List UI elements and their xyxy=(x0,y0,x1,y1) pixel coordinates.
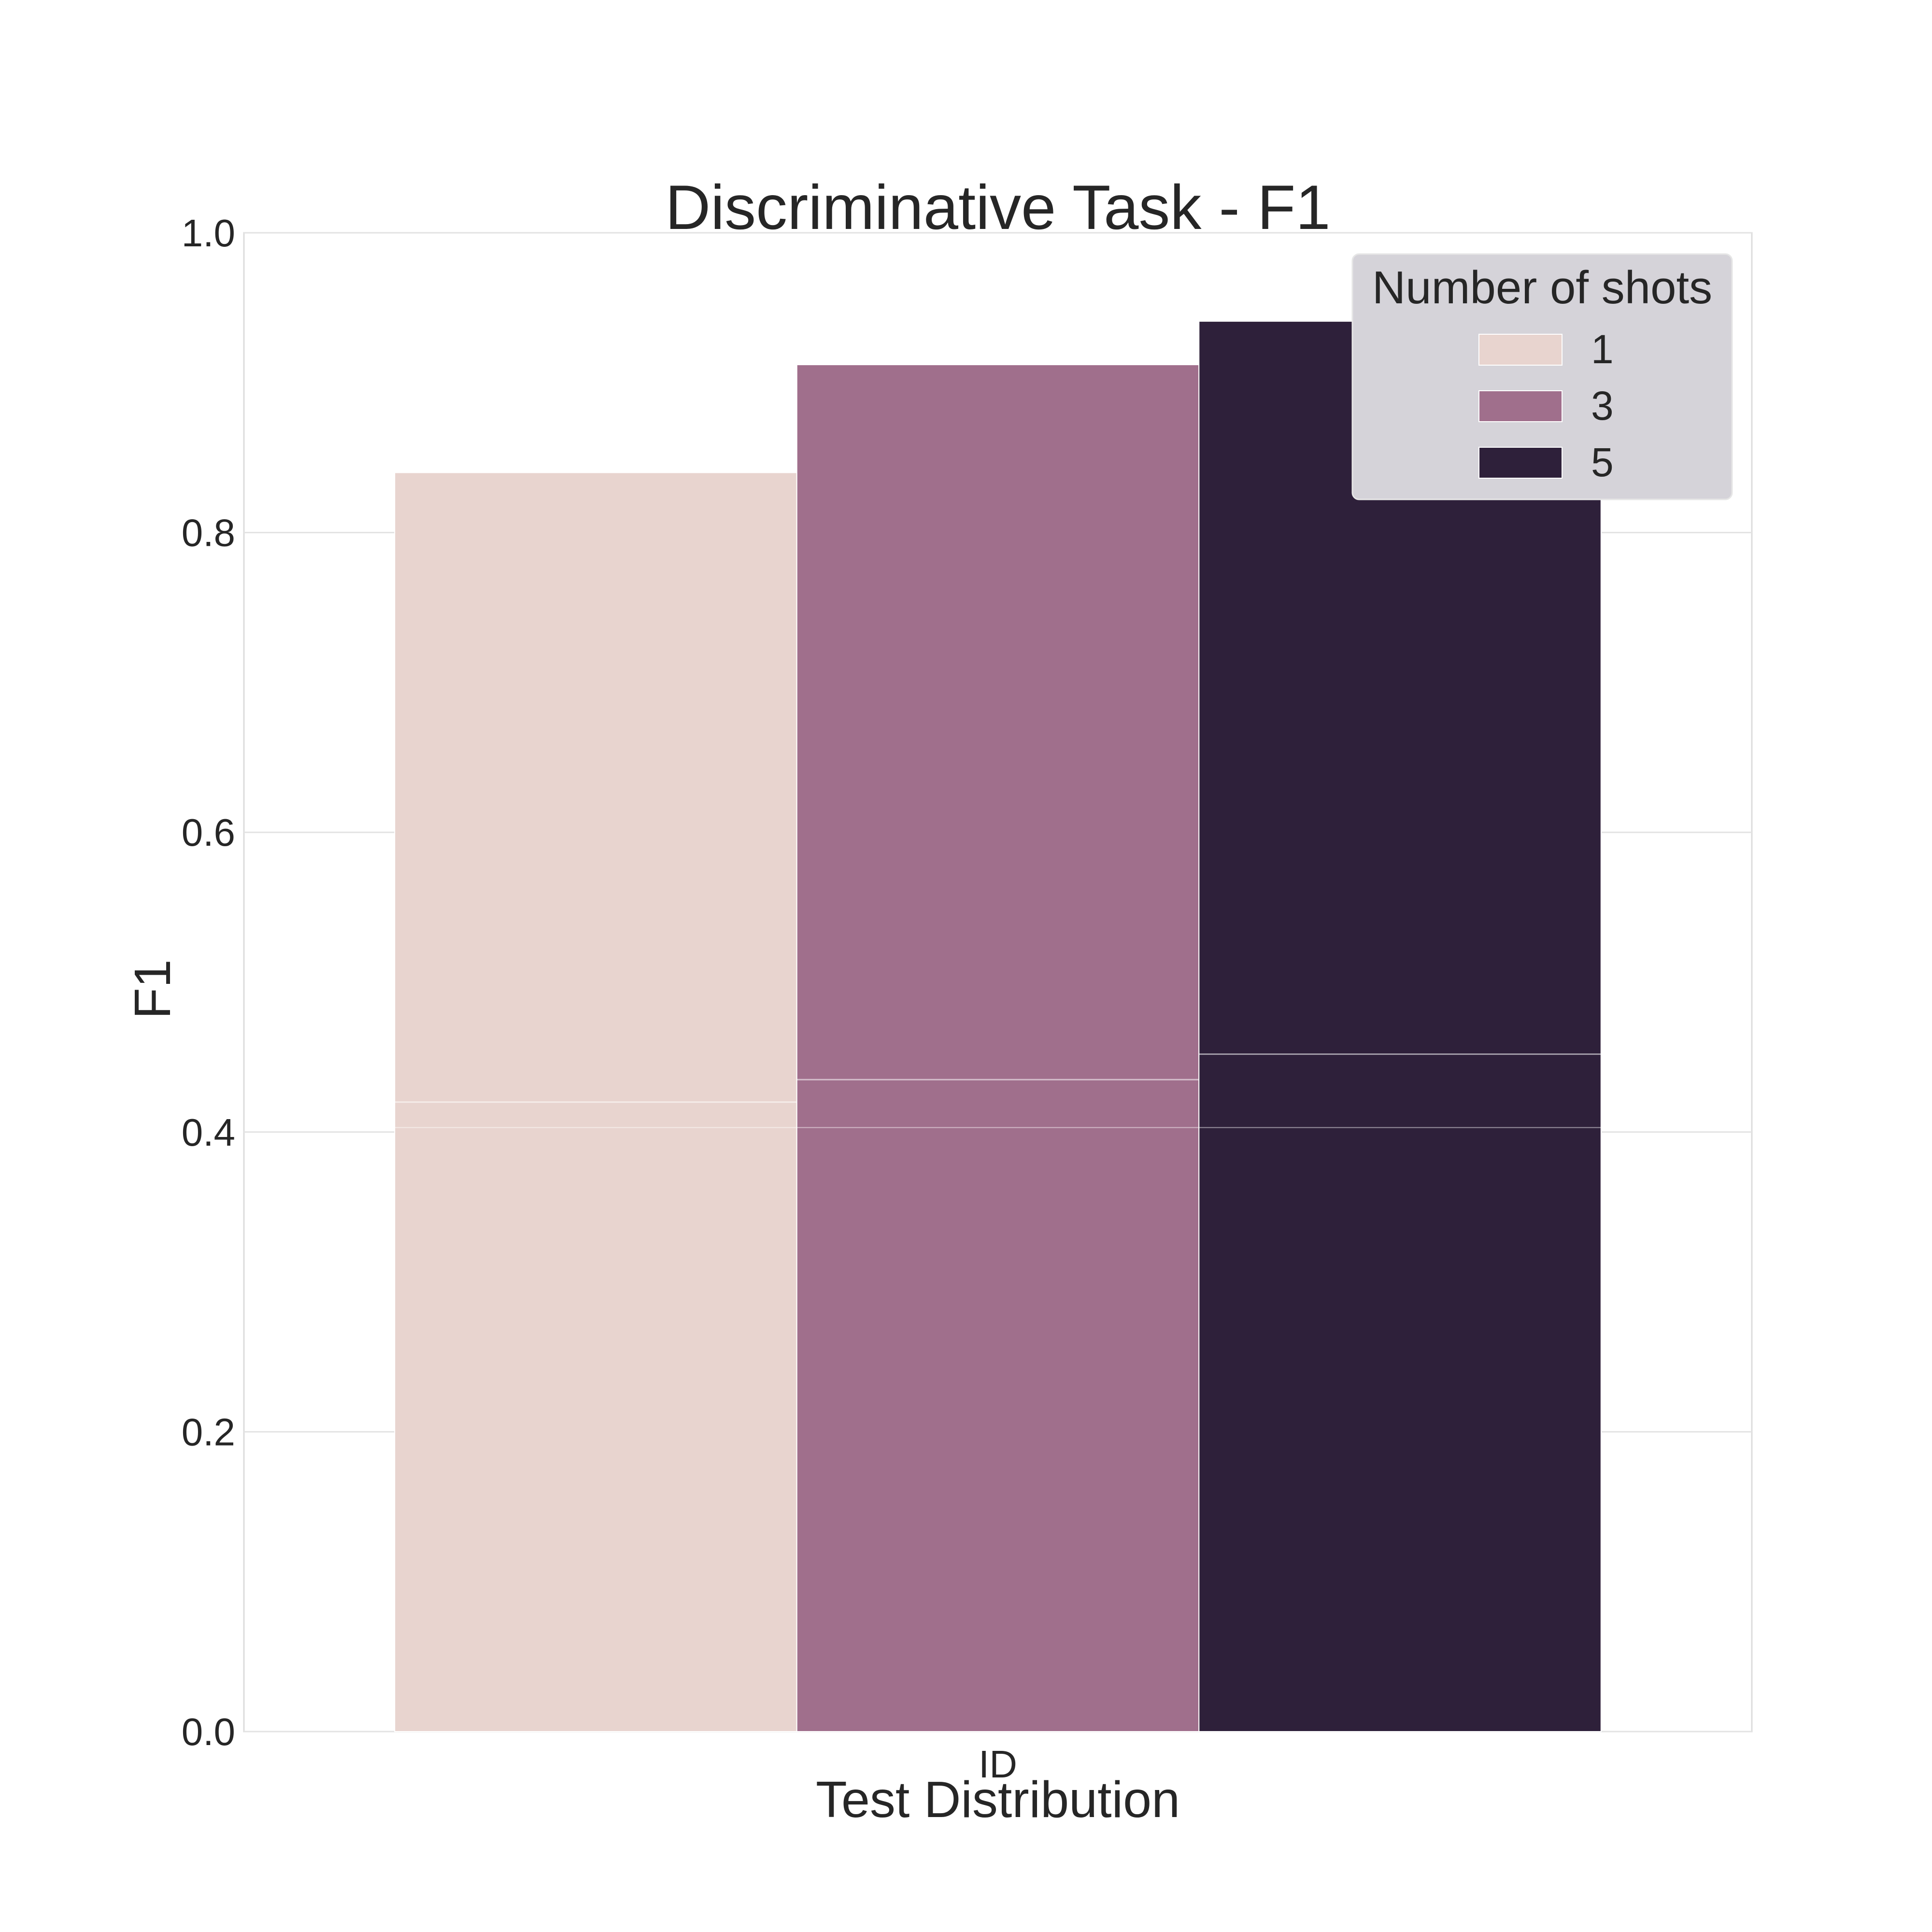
bar-shots-3 xyxy=(796,364,1200,1733)
x-tick-label: ID xyxy=(979,1743,1017,1786)
y-tick-label: 0.8 xyxy=(182,511,235,554)
y-tick-label: 1.0 xyxy=(182,212,235,255)
legend-label-5: 5 xyxy=(1591,440,1614,485)
legend-label-1: 1 xyxy=(1591,327,1614,372)
bars xyxy=(394,321,1602,1733)
legend-items: 1 3 5 xyxy=(1478,327,1614,485)
legend: Number of shots 1 3 5 xyxy=(1351,253,1733,500)
legend-label-3: 3 xyxy=(1591,383,1614,428)
y-tick-label: 0.6 xyxy=(182,811,235,854)
legend-title: Number of shots xyxy=(1372,262,1712,313)
y-tick-label: 0.2 xyxy=(182,1410,235,1453)
y-axis-label: F1 xyxy=(124,959,181,1019)
y-tick-label: 0.4 xyxy=(182,1111,235,1154)
legend-box xyxy=(1351,253,1733,500)
legend-swatch-3 xyxy=(1478,390,1563,422)
chart-title: Discriminative Task - F1 xyxy=(665,172,1330,242)
y-tick-labels: 0.0 0.2 0.4 0.6 0.8 1.0 xyxy=(182,212,235,1753)
bar-shots-5 xyxy=(1198,321,1602,1733)
x-axis-label: Test Distribution xyxy=(816,1771,1180,1828)
legend-swatch-5 xyxy=(1478,447,1563,479)
y-tick-label: 0.0 xyxy=(182,1710,235,1753)
legend-swatch-1 xyxy=(1478,334,1563,366)
x-tick-labels: ID xyxy=(979,1743,1017,1786)
